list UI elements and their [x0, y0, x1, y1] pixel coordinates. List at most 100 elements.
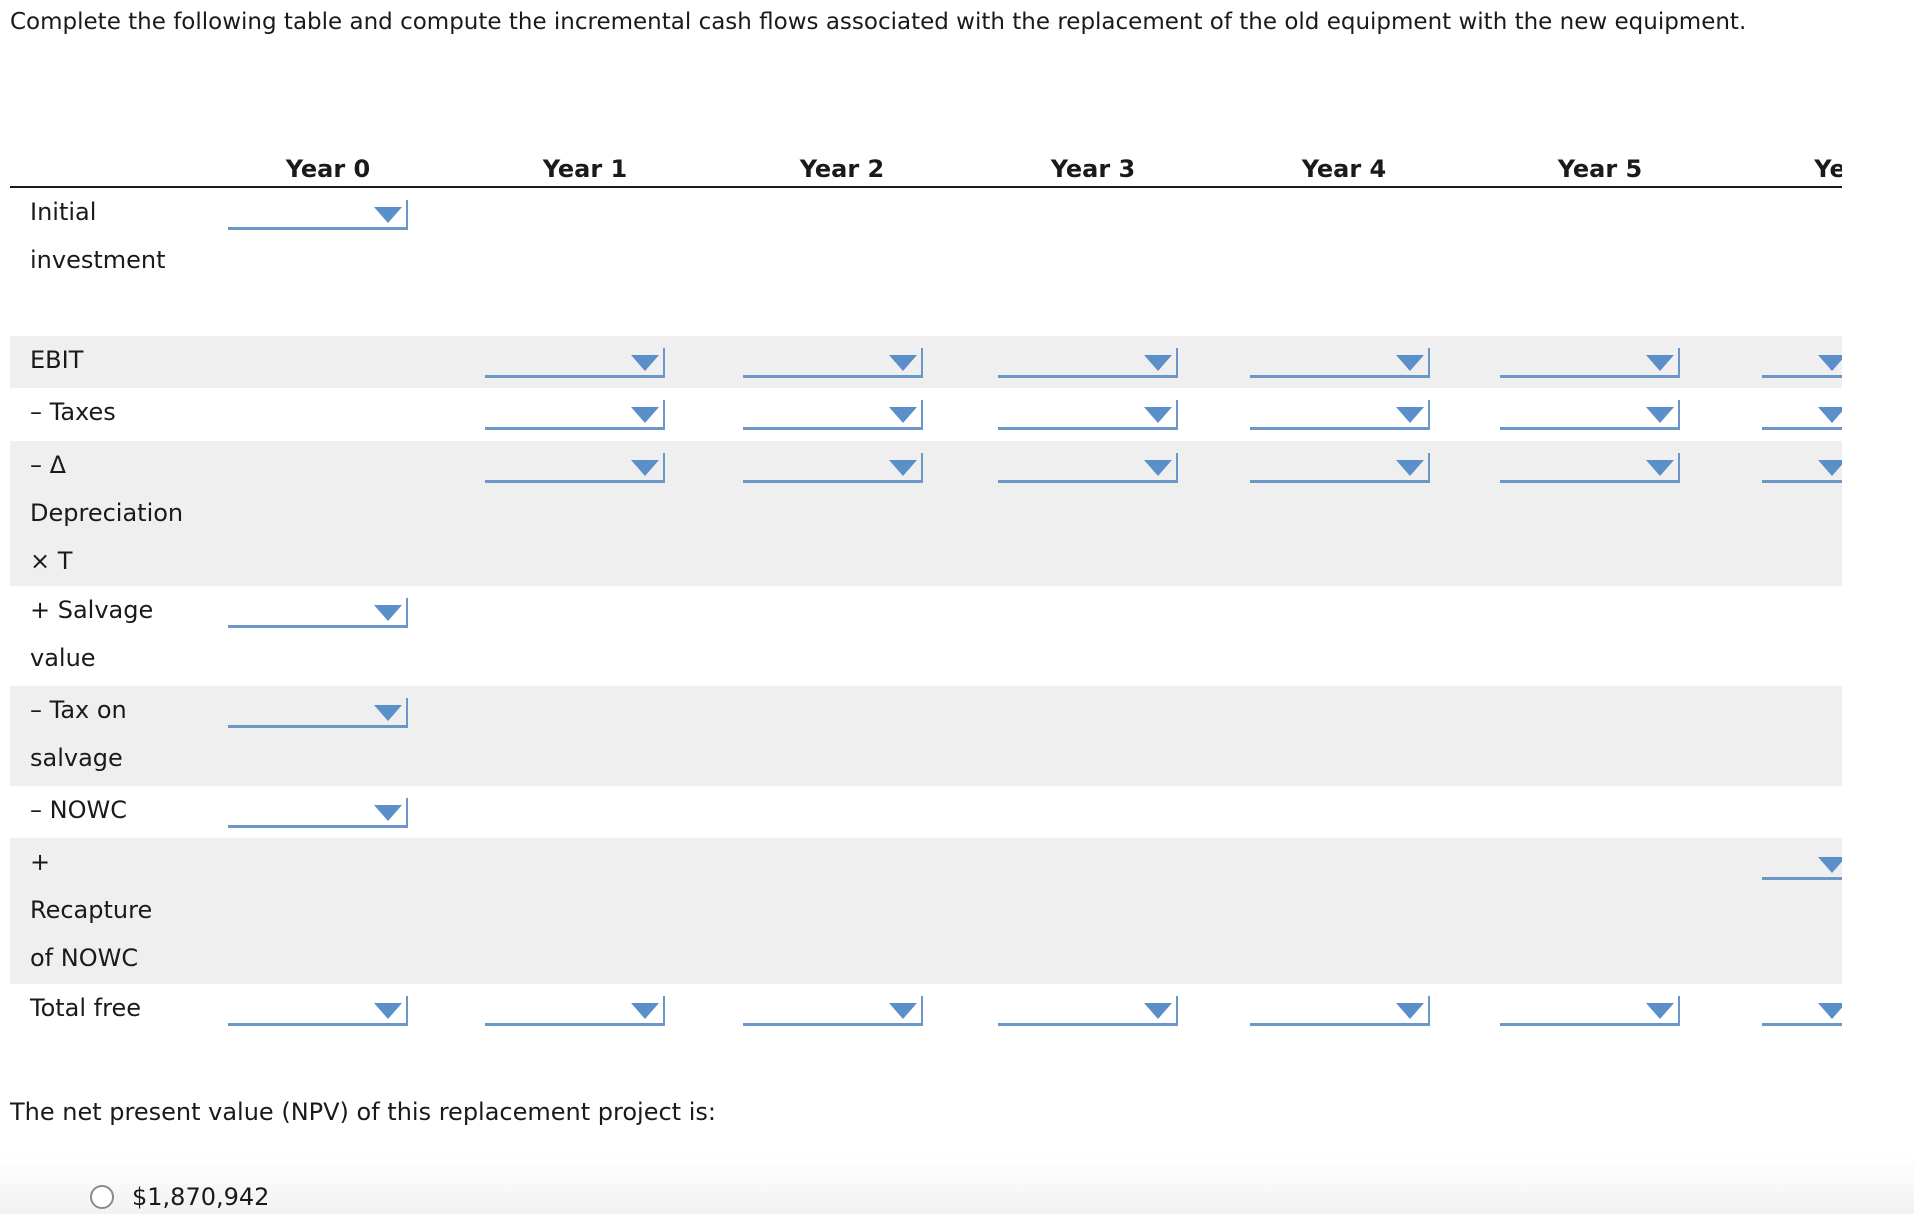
- dropdown-divider: [1176, 400, 1178, 427]
- chevron-down-icon[interactable]: [1144, 460, 1172, 476]
- chevron-down-icon[interactable]: [1818, 460, 1842, 476]
- answer-dropdown[interactable]: [1762, 453, 1842, 483]
- dropdown-divider: [1678, 996, 1680, 1023]
- answer-dropdown[interactable]: [1500, 996, 1680, 1026]
- answer-dropdown[interactable]: [485, 400, 665, 430]
- chevron-down-icon[interactable]: [889, 460, 917, 476]
- answer-dropdown[interactable]: [1762, 850, 1842, 880]
- chevron-down-icon[interactable]: [374, 207, 402, 223]
- chevron-down-icon[interactable]: [1646, 355, 1674, 371]
- answer-dropdown[interactable]: [228, 996, 408, 1026]
- chevron-down-icon[interactable]: [1818, 1003, 1842, 1019]
- dropdown-divider: [1678, 400, 1680, 427]
- dropdown-divider: [1176, 996, 1178, 1023]
- dropdown-divider: [921, 996, 923, 1023]
- answer-dropdown[interactable]: [1762, 400, 1842, 430]
- answer-dropdown[interactable]: [1500, 400, 1680, 430]
- npv-option-label: $1,870,942: [132, 1183, 270, 1211]
- chevron-down-icon[interactable]: [889, 1003, 917, 1019]
- row-label: – NOWC: [30, 786, 205, 834]
- column-header: Year 0: [285, 155, 371, 183]
- cash-flow-table: Year 0 Year 1 Year 2 Year 3 Year 4 Year 5 Ye In…: [10, 140, 1842, 1040]
- row-label: – Tax on salvage: [30, 686, 205, 782]
- chevron-down-icon[interactable]: [631, 1003, 659, 1019]
- row-label: Initial investment: [30, 188, 205, 284]
- answer-dropdown[interactable]: [743, 348, 923, 378]
- column-header: Year 4: [1301, 155, 1387, 183]
- answer-dropdown[interactable]: [485, 453, 665, 483]
- chevron-down-icon[interactable]: [1818, 355, 1842, 371]
- column-header: Year 1: [542, 155, 628, 183]
- dropdown-divider: [1428, 348, 1430, 375]
- chevron-down-icon[interactable]: [1144, 1003, 1172, 1019]
- answer-dropdown[interactable]: [743, 996, 923, 1026]
- chevron-down-icon[interactable]: [1144, 407, 1172, 423]
- row-label-line: – Tax on: [30, 696, 127, 724]
- row-label-line: Initial: [30, 198, 97, 226]
- chevron-down-icon[interactable]: [1646, 1003, 1674, 1019]
- chevron-down-icon[interactable]: [631, 355, 659, 371]
- chevron-down-icon[interactable]: [1396, 407, 1424, 423]
- dropdown-divider: [406, 996, 408, 1023]
- answer-dropdown[interactable]: [228, 598, 408, 628]
- chevron-down-icon[interactable]: [374, 805, 402, 821]
- dropdown-divider: [663, 996, 665, 1023]
- table-row: Total free cash flow: [10, 984, 1842, 1040]
- answer-dropdown[interactable]: [228, 698, 408, 728]
- instruction-text: Complete the following table and compute…: [10, 9, 1747, 35]
- chevron-down-icon[interactable]: [1396, 460, 1424, 476]
- radio-button-icon[interactable]: [90, 1185, 114, 1209]
- answer-dropdown[interactable]: [1500, 453, 1680, 483]
- answer-dropdown[interactable]: [743, 400, 923, 430]
- dropdown-divider: [406, 200, 408, 227]
- chevron-down-icon[interactable]: [1396, 1003, 1424, 1019]
- table-row: Initial investment: [10, 188, 1842, 284]
- row-label: EBIT: [30, 336, 205, 384]
- row-label-line: × T: [30, 547, 73, 575]
- answer-dropdown[interactable]: [1500, 348, 1680, 378]
- answer-dropdown[interactable]: [485, 348, 665, 378]
- chevron-down-icon[interactable]: [1818, 407, 1842, 423]
- chevron-down-icon[interactable]: [631, 407, 659, 423]
- dropdown-divider: [1678, 453, 1680, 480]
- dropdown-divider: [1176, 453, 1178, 480]
- npv-question: The net present value (NPV) of this repl…: [10, 1098, 716, 1126]
- dropdown-divider: [1678, 348, 1680, 375]
- dropdown-divider: [406, 598, 408, 625]
- answer-dropdown[interactable]: [743, 453, 923, 483]
- answer-dropdown[interactable]: [998, 453, 1178, 483]
- dropdown-divider: [1428, 453, 1430, 480]
- npv-option[interactable]: $1,870,942: [90, 1180, 269, 1214]
- chevron-down-icon[interactable]: [1818, 857, 1842, 873]
- answer-dropdown[interactable]: [1250, 996, 1430, 1026]
- chevron-down-icon[interactable]: [889, 407, 917, 423]
- answer-dropdown[interactable]: [998, 400, 1178, 430]
- row-label: – Taxes: [30, 388, 205, 436]
- answer-dropdown[interactable]: [1250, 453, 1430, 483]
- answer-dropdown[interactable]: [228, 200, 408, 230]
- row-label-line: Recapture: [30, 896, 153, 924]
- chevron-down-icon[interactable]: [631, 460, 659, 476]
- answer-dropdown[interactable]: [485, 996, 665, 1026]
- dropdown-divider: [1428, 400, 1430, 427]
- chevron-down-icon[interactable]: [1396, 355, 1424, 371]
- row-label-line: of NOWC: [30, 944, 139, 972]
- dropdown-divider: [921, 453, 923, 480]
- answer-dropdown[interactable]: [1250, 348, 1430, 378]
- chevron-down-icon[interactable]: [374, 1003, 402, 1019]
- row-label-line: – NOWC: [30, 796, 127, 824]
- row-label-line: – Δ: [30, 451, 67, 479]
- answer-dropdown[interactable]: [1762, 348, 1842, 378]
- chevron-down-icon[interactable]: [889, 355, 917, 371]
- answer-dropdown[interactable]: [998, 348, 1178, 378]
- chevron-down-icon[interactable]: [1646, 407, 1674, 423]
- answer-dropdown[interactable]: [998, 996, 1178, 1026]
- chevron-down-icon[interactable]: [374, 705, 402, 721]
- chevron-down-icon[interactable]: [1646, 460, 1674, 476]
- chevron-down-icon[interactable]: [1144, 355, 1172, 371]
- answer-dropdown[interactable]: [228, 798, 408, 828]
- answer-dropdown[interactable]: [1250, 400, 1430, 430]
- answer-dropdown[interactable]: [1762, 996, 1842, 1026]
- chevron-down-icon[interactable]: [374, 605, 402, 621]
